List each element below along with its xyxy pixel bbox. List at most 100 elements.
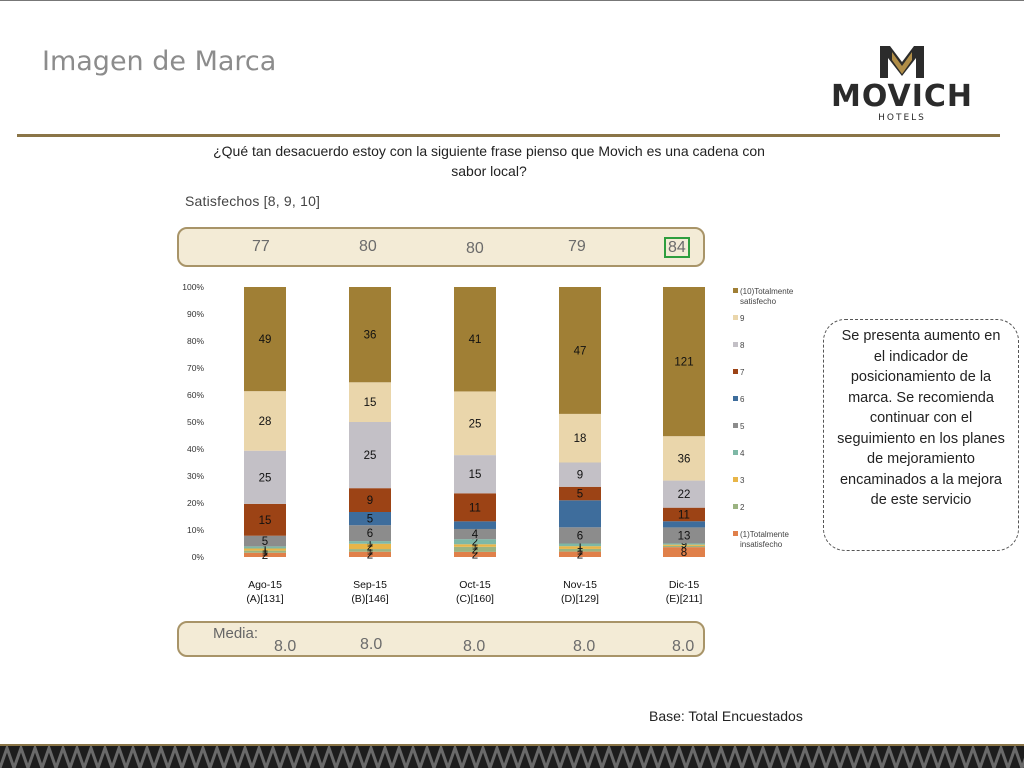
- data-label: 1: [262, 542, 268, 554]
- bar-segment: [244, 287, 286, 392]
- satisfied-value-c: 80: [466, 240, 484, 257]
- data-label: 9: [577, 470, 583, 482]
- data-label: 5: [262, 536, 268, 548]
- y-tick-label: 40%: [187, 444, 204, 454]
- bar-segment: [663, 521, 705, 528]
- bar-segment: [349, 422, 391, 489]
- media-value-a: 8.0: [274, 638, 297, 655]
- bar-segment: [663, 436, 705, 481]
- bar-segment: [454, 391, 496, 456]
- bar-segment: [454, 493, 496, 522]
- bar-segment: [559, 543, 601, 547]
- y-tick-label: 90%: [187, 309, 204, 319]
- media-band: [177, 621, 705, 657]
- bar-segment: [559, 413, 601, 463]
- x-category-label: Ago-15: [248, 579, 282, 591]
- data-label: 9: [681, 539, 687, 551]
- bar-segment: [349, 525, 391, 542]
- bar-segment: [663, 527, 705, 544]
- media-value-b: 8.0: [360, 636, 383, 653]
- data-label: 4: [472, 529, 479, 541]
- top-border: [0, 0, 1024, 1]
- y-tick-label: 10%: [187, 525, 204, 535]
- x-category-label: Dic-15: [669, 579, 700, 591]
- media-value-e: 8.0: [672, 638, 695, 655]
- bar-segment: [349, 543, 391, 550]
- x-category-label: Nov-15: [563, 579, 597, 591]
- data-label: 15: [259, 515, 272, 527]
- media-value-c: 8.0: [463, 638, 486, 655]
- bar-segment: [349, 551, 391, 557]
- data-label: 1: [367, 545, 373, 557]
- data-label: 2: [472, 544, 478, 556]
- data-label: 47: [574, 345, 587, 357]
- data-label: 1: [577, 543, 583, 555]
- bar-segment: [244, 503, 286, 536]
- data-label: 15: [364, 397, 377, 409]
- legend-label: 8: [740, 341, 745, 350]
- bar-segment: [349, 287, 391, 383]
- bar-segment: [244, 552, 286, 557]
- y-tick-label: 0%: [192, 552, 205, 562]
- legend-swatch: [733, 342, 738, 347]
- bar-segment: [349, 382, 391, 422]
- legend-label: 7: [740, 368, 745, 377]
- footer-pattern: [0, 744, 1024, 768]
- data-label: 1: [262, 545, 268, 557]
- media-label: Media:: [213, 625, 259, 642]
- data-label: 41: [469, 334, 482, 346]
- note-box: Se presenta aumento en el indicador de p…: [823, 319, 1019, 551]
- data-label: 2: [367, 541, 373, 553]
- bar-segment: [349, 488, 391, 512]
- base-text: Base: Total Encuestados: [649, 708, 803, 724]
- bar-segment: [244, 550, 286, 553]
- data-label: 11: [678, 509, 690, 521]
- data-label: 2: [472, 537, 478, 549]
- data-label: 9: [367, 495, 373, 507]
- data-label: 5: [367, 514, 373, 526]
- legend-swatch: [733, 504, 738, 509]
- bar-segment: [663, 544, 705, 546]
- data-label: 6: [577, 530, 583, 542]
- data-label: 15: [469, 469, 482, 481]
- y-tick-label: 100%: [182, 282, 204, 292]
- x-category-label: Sep-15: [353, 579, 387, 591]
- data-label: 2: [472, 549, 478, 561]
- bar-segment: [663, 543, 705, 545]
- legend-swatch: [733, 396, 738, 401]
- data-label: 2: [367, 549, 373, 561]
- bar-segment: [559, 527, 601, 544]
- satisfied-value-e: 84: [664, 237, 690, 258]
- legend-swatch: [733, 531, 738, 536]
- data-label: 1: [262, 547, 268, 559]
- y-tick-label: 20%: [187, 498, 204, 508]
- bar-segment: [663, 287, 705, 437]
- bar-segment: [454, 539, 496, 545]
- legend-label: 5: [740, 422, 745, 431]
- x-category-label: (A)[131]: [246, 593, 283, 605]
- y-tick-label: 50%: [187, 417, 204, 427]
- data-label: 1: [472, 541, 478, 553]
- page-title: Imagen de Marca: [42, 46, 277, 77]
- media-value-d: 8.0: [573, 638, 596, 655]
- bar-segment: [663, 545, 705, 548]
- legend-label: 6: [740, 395, 745, 404]
- header-rule: [17, 134, 1000, 137]
- data-label: 25: [259, 472, 272, 484]
- bar-segment: [244, 546, 286, 549]
- bar-segment: [663, 507, 705, 522]
- bar-segment: [244, 548, 286, 551]
- bar-segment: [244, 391, 286, 451]
- bar-segment: [454, 546, 496, 552]
- bar-segment: [349, 512, 391, 526]
- x-category-label: Oct-15: [459, 579, 491, 591]
- data-label: 22: [678, 489, 691, 501]
- legend-swatch: [733, 369, 738, 374]
- legend-label: (1)Totalmente: [740, 530, 789, 539]
- legend-label: insatisfecho: [740, 540, 783, 549]
- legend-label: 4: [740, 449, 745, 458]
- legend-label: 3: [740, 476, 745, 485]
- bar-segment: [244, 450, 286, 504]
- satisfied-value-b: 80: [359, 238, 377, 255]
- data-label: 121: [674, 357, 693, 369]
